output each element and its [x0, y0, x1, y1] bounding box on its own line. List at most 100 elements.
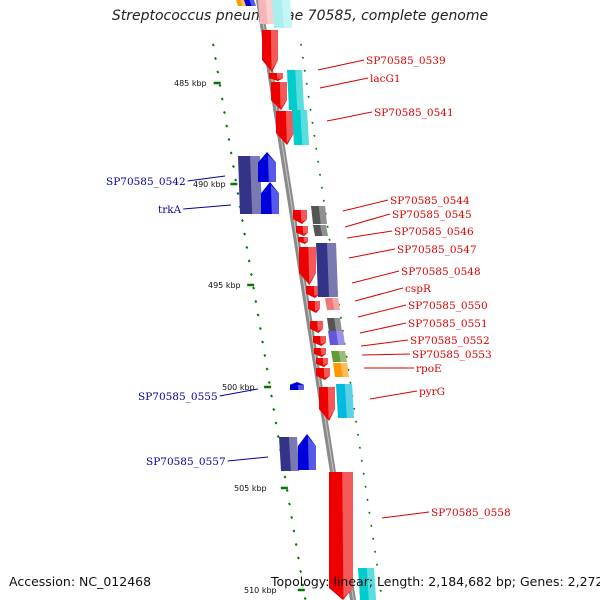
scale-dot: [303, 596, 307, 600]
gene-sp70585-0551: [313, 336, 326, 346]
scale-dot: [247, 259, 251, 263]
gene-violet-1: [328, 331, 345, 345]
feature-top-cyan-shine: [281, 0, 292, 28]
guide-dot: [345, 355, 348, 359]
gene-lacg1-a: [269, 73, 283, 81]
scale-dot: [234, 178, 238, 182]
guide-dot: [360, 459, 363, 463]
forward-gene-label: SP70585_0546: [394, 226, 474, 238]
guide-dot: [307, 95, 310, 99]
gene-cyan-2-body: [292, 110, 309, 145]
gene-trka-shine: [270, 185, 279, 214]
guide-dot: [347, 368, 350, 372]
guide-dot: [326, 225, 329, 229]
gene-violet-1-shine: [336, 331, 345, 345]
forward-gene-label: pyrG: [419, 386, 445, 398]
forward-label-leader: [360, 339, 409, 347]
forward-label-leader: [359, 322, 407, 334]
gene-cyan-1-shine: [295, 70, 304, 110]
reverse-gene-label: SP70585_0557: [146, 456, 226, 468]
gene-sp70585-0547: [299, 247, 316, 285]
forward-gene-label: SP70585_0544: [390, 195, 470, 207]
gene-sp70585-0539: [262, 30, 278, 72]
gene-lacg1-a-shine: [276, 73, 283, 79]
feature-top-pink-shine: [265, 0, 274, 24]
reverse-gene-label: SP70585_0555: [138, 391, 218, 403]
guide-dot: [322, 199, 326, 203]
accession-text: Accession: NC_012468: [9, 574, 152, 589]
forward-gene-label: SP70585_0551: [408, 318, 488, 330]
gene-cyan-3: [336, 384, 354, 418]
gene-sp70585-0539-shine: [270, 30, 278, 70]
forward-gene-label: rpoE: [416, 363, 442, 375]
gene-trka: [261, 182, 279, 214]
gene-sp70585-0552: [314, 348, 326, 357]
scale-dot: [231, 164, 235, 169]
gene-sp70585-0555: [290, 382, 304, 390]
gene-navy-3-body: [279, 437, 299, 471]
gene-cspr: [308, 301, 320, 313]
scale-dot: [301, 583, 305, 587]
gene-gray-3-body: [327, 318, 342, 332]
scale-dot: [256, 313, 260, 317]
gene-sp70585-0557-shine: [307, 437, 316, 470]
forward-gene-label: SP70585_0541: [374, 107, 454, 119]
gene-cspr-shine: [314, 301, 320, 311]
gene-cyan-2-shine: [300, 110, 309, 145]
gene-lacg1-b: [271, 82, 287, 110]
gene-orange-1-body: [333, 363, 349, 377]
scale-dot: [240, 218, 244, 223]
forward-label-leader: [346, 230, 393, 239]
scale-dot: [211, 43, 215, 47]
gene-sp70585-0552-body: [314, 348, 326, 357]
gene-gray-1-shine: [318, 206, 327, 224]
forward-label-leader: [319, 77, 369, 89]
guide-dot: [375, 563, 379, 567]
forward-label-leader: [357, 304, 407, 318]
scale-dot: [285, 488, 289, 493]
scale-dot: [265, 367, 269, 371]
gene-sp70585-0548-body: [306, 286, 320, 298]
gene-violet-1-body: [328, 331, 345, 345]
feature-top-orange-shine: [240, 0, 246, 6]
feature-top-cyan: [272, 0, 292, 28]
forward-label-leader: [344, 213, 391, 228]
gene-cyan-4-shine: [366, 568, 376, 600]
guide-dot: [320, 186, 324, 190]
scale-dot: [296, 556, 300, 560]
scale-tick-label: 490 kbp: [193, 180, 226, 189]
guide-dot: [379, 589, 382, 593]
reverse-label-leader: [219, 388, 259, 397]
gene-lacg1-a-body: [269, 73, 283, 81]
forward-gene-label: SP70585_0539: [366, 55, 446, 67]
gene-sp70585-0544-body: [293, 210, 307, 224]
feature-top-blue-shine: [249, 0, 256, 6]
forward-gene-label: SP70585_0558: [431, 507, 511, 519]
guide-dot: [303, 69, 307, 73]
gene-sp70585-0541: [276, 111, 294, 145]
guide-dot: [366, 498, 369, 502]
gene-sp70585-0555-body: [290, 382, 304, 390]
genome-summary-text: Topology: linear; Length: 2,184,682 bp; …: [271, 574, 600, 589]
gene-cyan-1: [287, 70, 304, 110]
guide-dot: [318, 173, 322, 177]
scale-dot: [276, 434, 280, 439]
gene-cyan-1-body: [287, 70, 304, 110]
gene-pink-1-body: [325, 298, 340, 310]
gene-sp70585-0545-shine: [302, 226, 308, 234]
gene-cspr-body: [308, 301, 320, 313]
gene-sp70585-0555-shine: [297, 384, 304, 390]
scale-dot: [220, 97, 224, 101]
scale-tick-label: 505 kbp: [234, 484, 267, 493]
gene-cyan-3-shine: [344, 384, 354, 418]
forward-gene-label: SP70585_0547: [397, 244, 477, 256]
scale-dot: [290, 515, 294, 520]
gene-cyan-3-body: [336, 384, 354, 418]
guide-dot: [311, 121, 314, 125]
gene-sp70585-0553: [316, 358, 328, 367]
gene-sp70585-0544-shine: [300, 210, 307, 222]
gene-sp70585-0553-shine: [322, 358, 328, 365]
scale-tick-label: 485 kbp: [174, 79, 207, 88]
gene-navy-1-body: [316, 243, 338, 297]
